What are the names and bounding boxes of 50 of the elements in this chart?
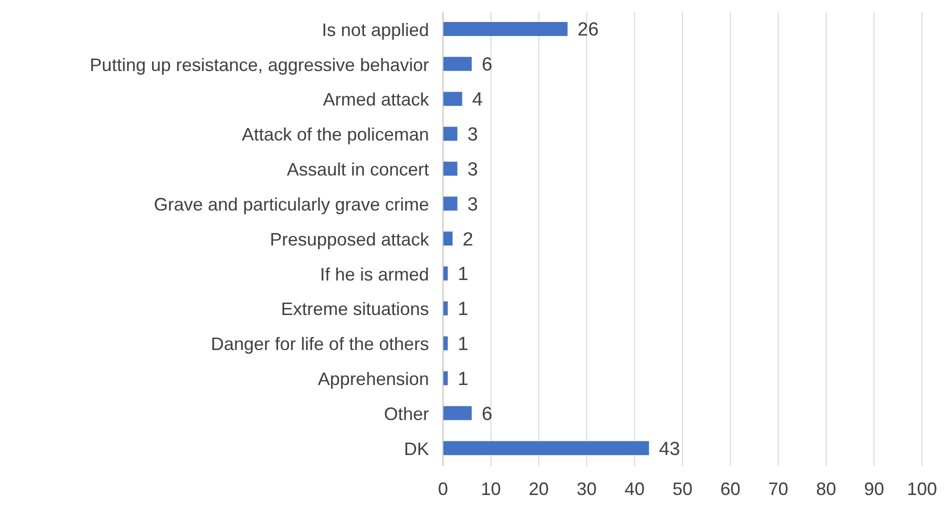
- y-tick-label: Danger for life of the others: [210, 334, 429, 354]
- bar: [443, 126, 458, 141]
- y-tick-label: Other: [384, 404, 429, 424]
- x-tick-label: 10: [480, 478, 501, 499]
- bar: [443, 301, 448, 316]
- y-tick-label: Putting up resistance, aggressive behavior: [90, 54, 429, 75]
- x-tick-label: 40: [624, 478, 645, 499]
- data-label: 1: [458, 299, 468, 320]
- y-tick-label: Extreme situations: [280, 299, 429, 320]
- x-tick-label: 60: [720, 478, 740, 499]
- y-tick-label: Presupposed attack: [270, 229, 430, 250]
- bar: [443, 232, 453, 246]
- bar: [443, 441, 649, 456]
- bar: [443, 56, 472, 71]
- bar: [443, 162, 458, 176]
- y-tick-label: Apprehension: [318, 369, 429, 390]
- y-tick-label: Attack of the policeman: [242, 124, 429, 145]
- y-tick-label: If he is armed: [320, 264, 429, 284]
- x-tick-label: 0: [438, 478, 448, 499]
- data-label: 6: [482, 54, 492, 76]
- x-tick-label: 80: [816, 478, 836, 499]
- data-label: 26: [578, 20, 599, 41]
- x-tick-label: 90: [864, 478, 884, 499]
- x-tick-label: 70: [768, 478, 788, 499]
- data-label: 6: [482, 404, 492, 425]
- data-label: 3: [467, 124, 478, 146]
- bar: [443, 406, 472, 420]
- y-tick-label: Is not applied: [322, 20, 429, 40]
- data-label: 4: [472, 90, 484, 111]
- bar: [443, 22, 568, 36]
- data-label: 1: [458, 334, 468, 356]
- x-tick-label: 100: [906, 478, 938, 499]
- y-tick-label: DK: [404, 438, 429, 459]
- bar: [443, 371, 448, 386]
- bar: [443, 266, 448, 280]
- data-label: 3: [467, 194, 478, 216]
- data-label: 1: [458, 264, 468, 286]
- x-tick-label: 20: [528, 478, 549, 499]
- x-tick-label: 30: [576, 478, 597, 499]
- y-tick-label: Armed attack: [322, 90, 430, 110]
- bar: [443, 336, 448, 350]
- y-tick-label: Grave and particularly grave crime: [154, 194, 429, 214]
- data-label: 43: [658, 438, 680, 460]
- data-label: 1: [458, 368, 468, 390]
- y-tick-label: Assault in concert: [286, 160, 429, 180]
- data-label: 3: [467, 159, 478, 180]
- x-tick-label: 50: [672, 478, 693, 499]
- bar: [443, 196, 458, 211]
- bar: [443, 92, 462, 106]
- data-label: 2: [462, 229, 474, 250]
